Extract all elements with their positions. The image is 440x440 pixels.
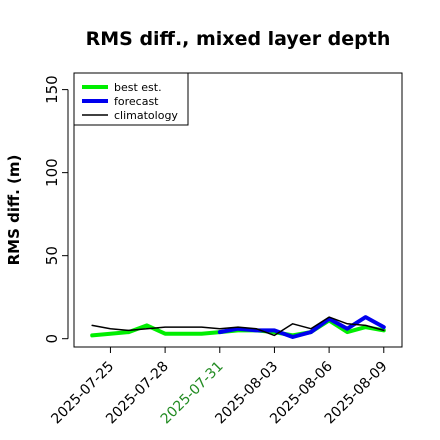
legend-label-climatology: climatology [114,109,178,122]
series-layer [90,315,386,339]
chart-title: RMS diff., mixed layer depth [86,28,391,50]
legend-label-best-est: best est. [114,81,162,94]
y-tick-label: 0 [43,334,61,344]
y-tick-label: 50 [43,246,61,265]
series-line-forecast [217,315,386,339]
y-axis-label: RMS diff. (m) [5,155,23,266]
y-tick-label: 150 [43,75,61,104]
legend: best est. forecast climatology [73,72,189,126]
x-axis: 2025-07-252025-07-282025-07-312025-08-03… [48,346,391,427]
y-tick-label: 100 [43,158,61,187]
y-axis: 0 50 100 150 [43,75,69,344]
series-line-climatology [91,316,385,337]
legend-label-forecast: forecast [114,95,159,108]
